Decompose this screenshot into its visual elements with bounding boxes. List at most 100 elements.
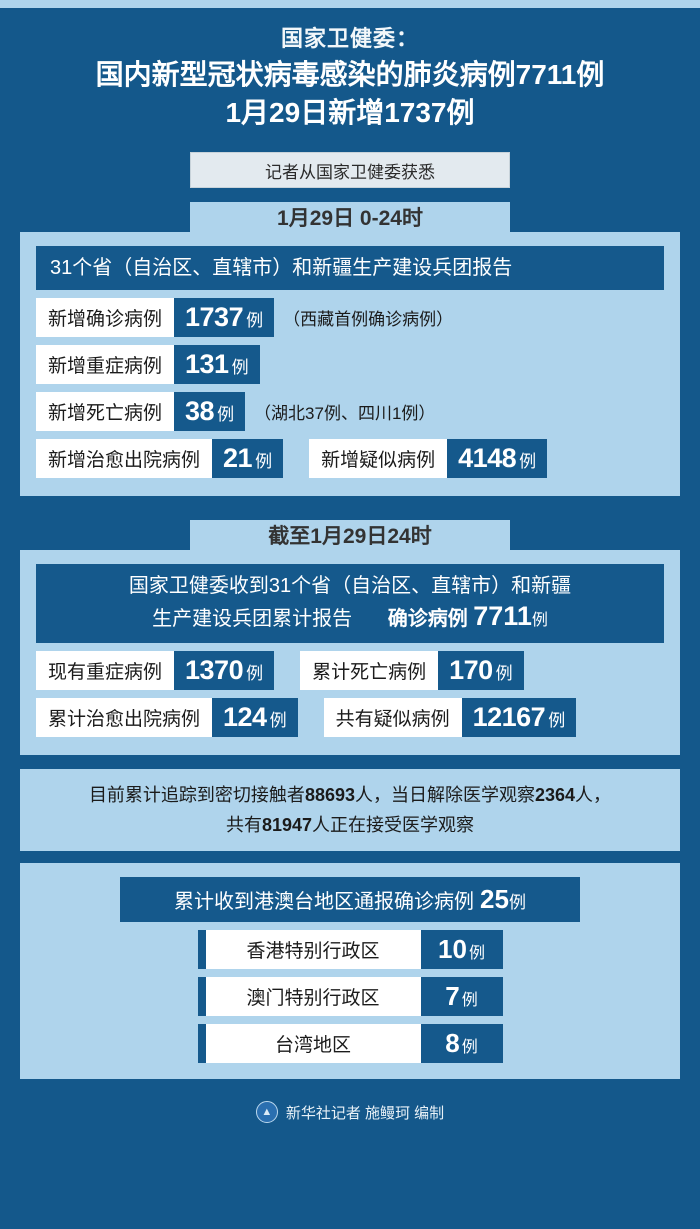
daily-row2-note: （湖北37例、四川1例） bbox=[254, 404, 436, 423]
regions-header-unit: 例 bbox=[508, 893, 526, 912]
header-title-line1: 国内新型冠状病毒感染的肺炎病例7711例 bbox=[95, 59, 605, 90]
daily-row3-right-label: 新增疑似病例 bbox=[309, 439, 448, 478]
daily-row2-number: 38 bbox=[185, 396, 215, 426]
total-banner-line2: 生产建设兵团累计报告 确诊病例 7711例 bbox=[50, 601, 650, 636]
region-2-name: 台湾地区 bbox=[205, 1024, 421, 1063]
list-item: 香港特别行政区 10 例 bbox=[20, 930, 680, 969]
daily-row3-left: 新增治愈出院病例 21 例 bbox=[36, 439, 284, 478]
total-r0-right: 累计死亡病例 170 例 bbox=[300, 651, 524, 690]
total-r1-right-unit: 例 bbox=[548, 711, 566, 730]
total-banner-line2-value: 7711 bbox=[473, 601, 532, 631]
table-row: 现有重症病例 1370 例 累计死亡病例 170 例 bbox=[36, 651, 664, 690]
total-r0-right-value: 170 例 bbox=[438, 651, 524, 690]
region-accent-bar bbox=[197, 1024, 206, 1063]
total-banner-line2-label: 确诊病例 bbox=[387, 608, 468, 630]
total-r1-left-label: 累计治愈出院病例 bbox=[36, 698, 213, 737]
daily-row0-number: 1737 bbox=[185, 302, 244, 332]
total-r1-right-value: 12167 例 bbox=[461, 698, 577, 737]
observation-num1: 88693 bbox=[304, 785, 355, 805]
section-total: 截至1月29日24时 国家卫健委收到31个省（自治区、直辖市）和新疆 生产建设兵… bbox=[20, 520, 680, 755]
regions-header: 累计收到港澳台地区通报确诊病例 25例 bbox=[120, 877, 580, 922]
section-daily-panel: 31个省（自治区、直辖市）和新疆生产建设兵团报告 新增确诊病例 1737 例 （西… bbox=[20, 232, 680, 496]
region-accent-bar bbox=[197, 977, 206, 1016]
daily-row2-unit: 例 bbox=[217, 405, 235, 424]
total-banner-line2-unit: 例 bbox=[531, 612, 548, 629]
row-gap bbox=[298, 698, 324, 737]
region-0-number: 10 bbox=[438, 934, 467, 964]
region-accent-bar bbox=[197, 930, 206, 969]
region-2-number: 8 bbox=[445, 1028, 460, 1058]
observation-part2: 人，当日解除医学观察 bbox=[355, 785, 535, 805]
daily-row0-unit: 例 bbox=[246, 311, 264, 330]
daily-row2-value: 38 例 bbox=[174, 392, 246, 431]
observation-part1: 目前累计追踪到密切接触者 bbox=[88, 785, 305, 805]
daily-row3-right-value: 4148 例 bbox=[447, 439, 548, 478]
total-r1-left-value: 124 例 bbox=[212, 698, 298, 737]
daily-row0-note: （西藏首例确诊病例） bbox=[283, 310, 454, 329]
table-row: 新增治愈出院病例 21 例 新增疑似病例 4148 例 bbox=[36, 439, 664, 478]
total-r0-left-unit: 例 bbox=[246, 664, 264, 683]
total-banner-line1: 国家卫健委收到31个省（自治区、直辖市）和新疆 bbox=[128, 575, 572, 597]
table-row: 新增重症病例 131 例 bbox=[36, 345, 664, 384]
total-r1-right: 共有疑似病例 12167 例 bbox=[323, 698, 577, 737]
daily-row1-unit: 例 bbox=[231, 358, 249, 377]
total-r0-left-label: 现有重症病例 bbox=[36, 651, 175, 690]
xinhua-logo-icon: ▲ bbox=[255, 1101, 278, 1123]
regions-header-label: 累计收到港澳台地区通报确诊病例 bbox=[174, 891, 475, 913]
section-daily: 1月29日 0-24时 31个省（自治区、直辖市）和新疆生产建设兵团报告 新增确… bbox=[20, 202, 680, 496]
footer-credit: 新华社记者 施鳗珂 编制 bbox=[285, 1104, 445, 1122]
total-r0-left: 现有重症病例 1370 例 bbox=[36, 651, 275, 690]
row-gap bbox=[274, 651, 300, 690]
region-1-name: 澳门特别行政区 bbox=[205, 977, 421, 1016]
header-eyebrow: 国家卫健委： bbox=[280, 26, 419, 51]
total-r0-left-number: 1370 bbox=[185, 655, 244, 685]
total-cumulative-banner: 国家卫健委收到31个省（自治区、直辖市）和新疆 生产建设兵团累计报告 确诊病例 … bbox=[36, 564, 664, 643]
daily-row3-right: 新增疑似病例 4148 例 bbox=[309, 439, 548, 478]
daily-row1-note bbox=[260, 345, 269, 384]
page-header: 国家卫健委： 国内新型冠状病毒感染的肺炎病例7711例 1月29日新增1737例 bbox=[0, 8, 700, 142]
total-r1-left-unit: 例 bbox=[269, 711, 287, 730]
page-footer: ▲ 新华社记者 施鳗珂 编制 bbox=[0, 1089, 700, 1135]
section-total-tab: 截至1月29日24时 bbox=[190, 520, 510, 550]
region-0-value: 10 例 bbox=[420, 930, 503, 969]
source-strip: 记者从国家卫健委获悉 bbox=[0, 152, 700, 188]
observation-num2: 2364 bbox=[535, 785, 576, 805]
source-text: 记者从国家卫健委获悉 bbox=[190, 152, 510, 188]
table-row: 新增死亡病例 38 例 （湖北37例、四川1例） bbox=[36, 392, 664, 431]
daily-row3-left-number: 21 bbox=[223, 443, 253, 473]
daily-row3-right-unit: 例 bbox=[519, 452, 537, 471]
observation-num3: 81947 bbox=[261, 815, 313, 835]
top-accent-strip bbox=[0, 0, 700, 8]
table-row: 新增确诊病例 1737 例 （西藏首例确诊病例） bbox=[36, 298, 664, 337]
total-r0-right-unit: 例 bbox=[495, 664, 513, 683]
total-banner-line2-pre: 生产建设兵团累计报告 bbox=[152, 608, 353, 630]
region-2-unit: 例 bbox=[461, 1039, 478, 1056]
total-r1-right-number: 12167 bbox=[472, 702, 546, 732]
daily-row3-right-number: 4148 bbox=[458, 443, 517, 473]
observation-part4: 共有 bbox=[225, 815, 262, 835]
section-total-panel: 国家卫健委收到31个省（自治区、直辖市）和新疆 生产建设兵团累计报告 确诊病例 … bbox=[20, 550, 680, 755]
daily-row3-left-unit: 例 bbox=[255, 452, 273, 471]
total-r0-right-label: 累计死亡病例 bbox=[300, 651, 439, 690]
row-gap bbox=[283, 439, 309, 478]
regions-panel: 累计收到港澳台地区通报确诊病例 25例 香港特别行政区 10 例 澳门特别行政区 7… bbox=[20, 863, 680, 1079]
daily-provinces-banner: 31个省（自治区、直辖市）和新疆生产建设兵团报告 bbox=[36, 246, 664, 290]
region-1-unit: 例 bbox=[461, 992, 478, 1009]
total-r0-left-value: 1370 例 bbox=[174, 651, 275, 690]
daily-row2-label: 新增死亡病例 bbox=[36, 392, 175, 431]
region-0-name: 香港特别行政区 bbox=[205, 930, 421, 969]
daily-row0-label: 新增确诊病例 bbox=[36, 298, 175, 337]
observation-part5: 人正在接受医学观察 bbox=[312, 815, 475, 835]
section-total-title: 截至1月29日24时 bbox=[268, 525, 432, 548]
total-r1-right-label: 共有疑似病例 bbox=[323, 698, 462, 737]
daily-row3-left-value: 21 例 bbox=[212, 439, 284, 478]
daily-row1-label: 新增重症病例 bbox=[36, 345, 175, 384]
daily-row3-left-label: 新增治愈出院病例 bbox=[36, 439, 213, 478]
region-1-number: 7 bbox=[445, 981, 460, 1011]
daily-row0-value: 1737 例 bbox=[174, 298, 275, 337]
total-r1-left: 累计治愈出院病例 124 例 bbox=[36, 698, 298, 737]
total-r1-left-number: 124 bbox=[223, 702, 267, 732]
